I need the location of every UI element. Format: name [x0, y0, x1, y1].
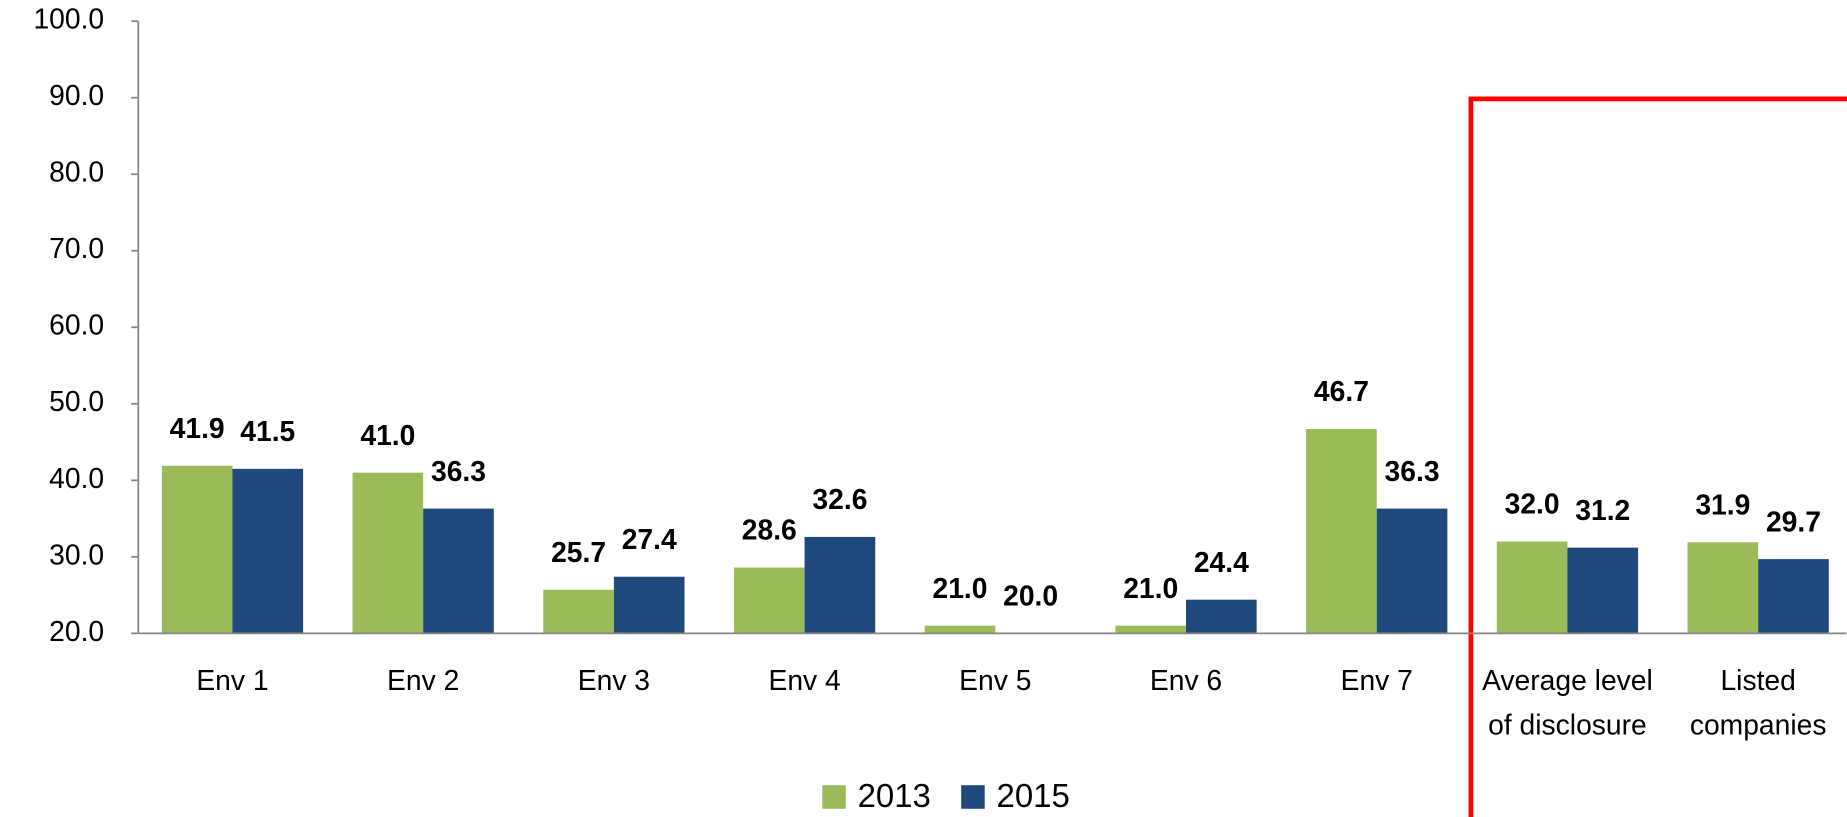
x-label-box: Env 5 [959, 665, 1032, 697]
x-label-box: Env 7 [1340, 665, 1413, 697]
bar [1186, 599, 1257, 634]
y-tick-label: 30.0 [49, 538, 104, 570]
data-label: 41.5 [240, 415, 295, 447]
x-tick-label: Env 3 [577, 665, 651, 697]
data-label: 41.0 [360, 419, 415, 451]
legend-swatch [961, 785, 985, 809]
data-label: 31.9 [1695, 488, 1750, 520]
bar [543, 589, 614, 634]
data-label: 21.0 [1123, 572, 1178, 604]
y-tick-label: 90.0 [49, 79, 104, 111]
data-label: 25.7 [551, 536, 606, 568]
data-label: 32.0 [1505, 488, 1560, 520]
bar [613, 576, 685, 634]
y-tick-label: 20.0 [49, 615, 104, 647]
legend-label: 2013 [858, 777, 931, 814]
x-tick-label: Env 4 [768, 665, 841, 697]
x-tick-label: Env 1 [196, 665, 269, 697]
x-tick-label: Env 7 [1340, 665, 1413, 697]
x-label-box: Env 3 [577, 665, 651, 697]
bar [1115, 625, 1187, 634]
bar [1687, 542, 1759, 634]
x-tick-label: Average level of disclosure [1482, 665, 1653, 742]
data-label: 31.2 [1575, 494, 1630, 526]
bar [423, 508, 494, 634]
y-tick-label: 60.0 [49, 309, 104, 341]
data-label: 32.6 [812, 483, 867, 515]
data-label: 24.4 [1194, 546, 1249, 578]
bar [161, 465, 233, 634]
bar [1758, 559, 1829, 634]
bar [1567, 547, 1639, 634]
y-tick-label: 100.0 [33, 3, 104, 35]
x-tick-label: Env 6 [1149, 665, 1223, 697]
bar [733, 567, 805, 634]
data-label: 21.0 [933, 572, 988, 604]
bar [352, 472, 424, 634]
data-label: 41.9 [170, 412, 225, 444]
data-label: 46.7 [1314, 375, 1369, 407]
y-tick-label: 70.0 [49, 232, 104, 264]
bar [804, 536, 876, 634]
x-label-box: Env 2 [387, 665, 460, 697]
legend-label: 2015 [996, 777, 1069, 814]
x-label-box: Listed companies [1689, 665, 1827, 742]
data-label: 20.0 [1003, 580, 1058, 612]
bar [1376, 508, 1448, 634]
x-tick-label: Listed companies [1689, 665, 1827, 742]
y-tick-label: 40.0 [49, 462, 104, 494]
highlight-box [1468, 96, 1847, 817]
data-label: 28.6 [742, 514, 797, 546]
x-label-box: Env 4 [768, 665, 841, 697]
bar [1496, 541, 1568, 634]
x-label-box: Env 6 [1149, 665, 1223, 697]
y-tick-label: 80.0 [49, 156, 104, 188]
data-label: 36.3 [431, 455, 486, 487]
bar [924, 625, 996, 634]
x-tick-label: Env 2 [387, 665, 460, 697]
data-label: 27.4 [622, 523, 677, 555]
x-label-box: Average level of disclosure [1482, 665, 1653, 742]
bar [1306, 429, 1377, 634]
y-tick-label: 50.0 [49, 385, 104, 417]
x-label-box: Env 1 [196, 665, 269, 697]
x-tick-label: Env 5 [959, 665, 1032, 697]
data-label: 29.7 [1766, 505, 1821, 537]
bar [232, 468, 304, 634]
data-label: 36.3 [1385, 455, 1440, 487]
legend-swatch [822, 785, 846, 809]
